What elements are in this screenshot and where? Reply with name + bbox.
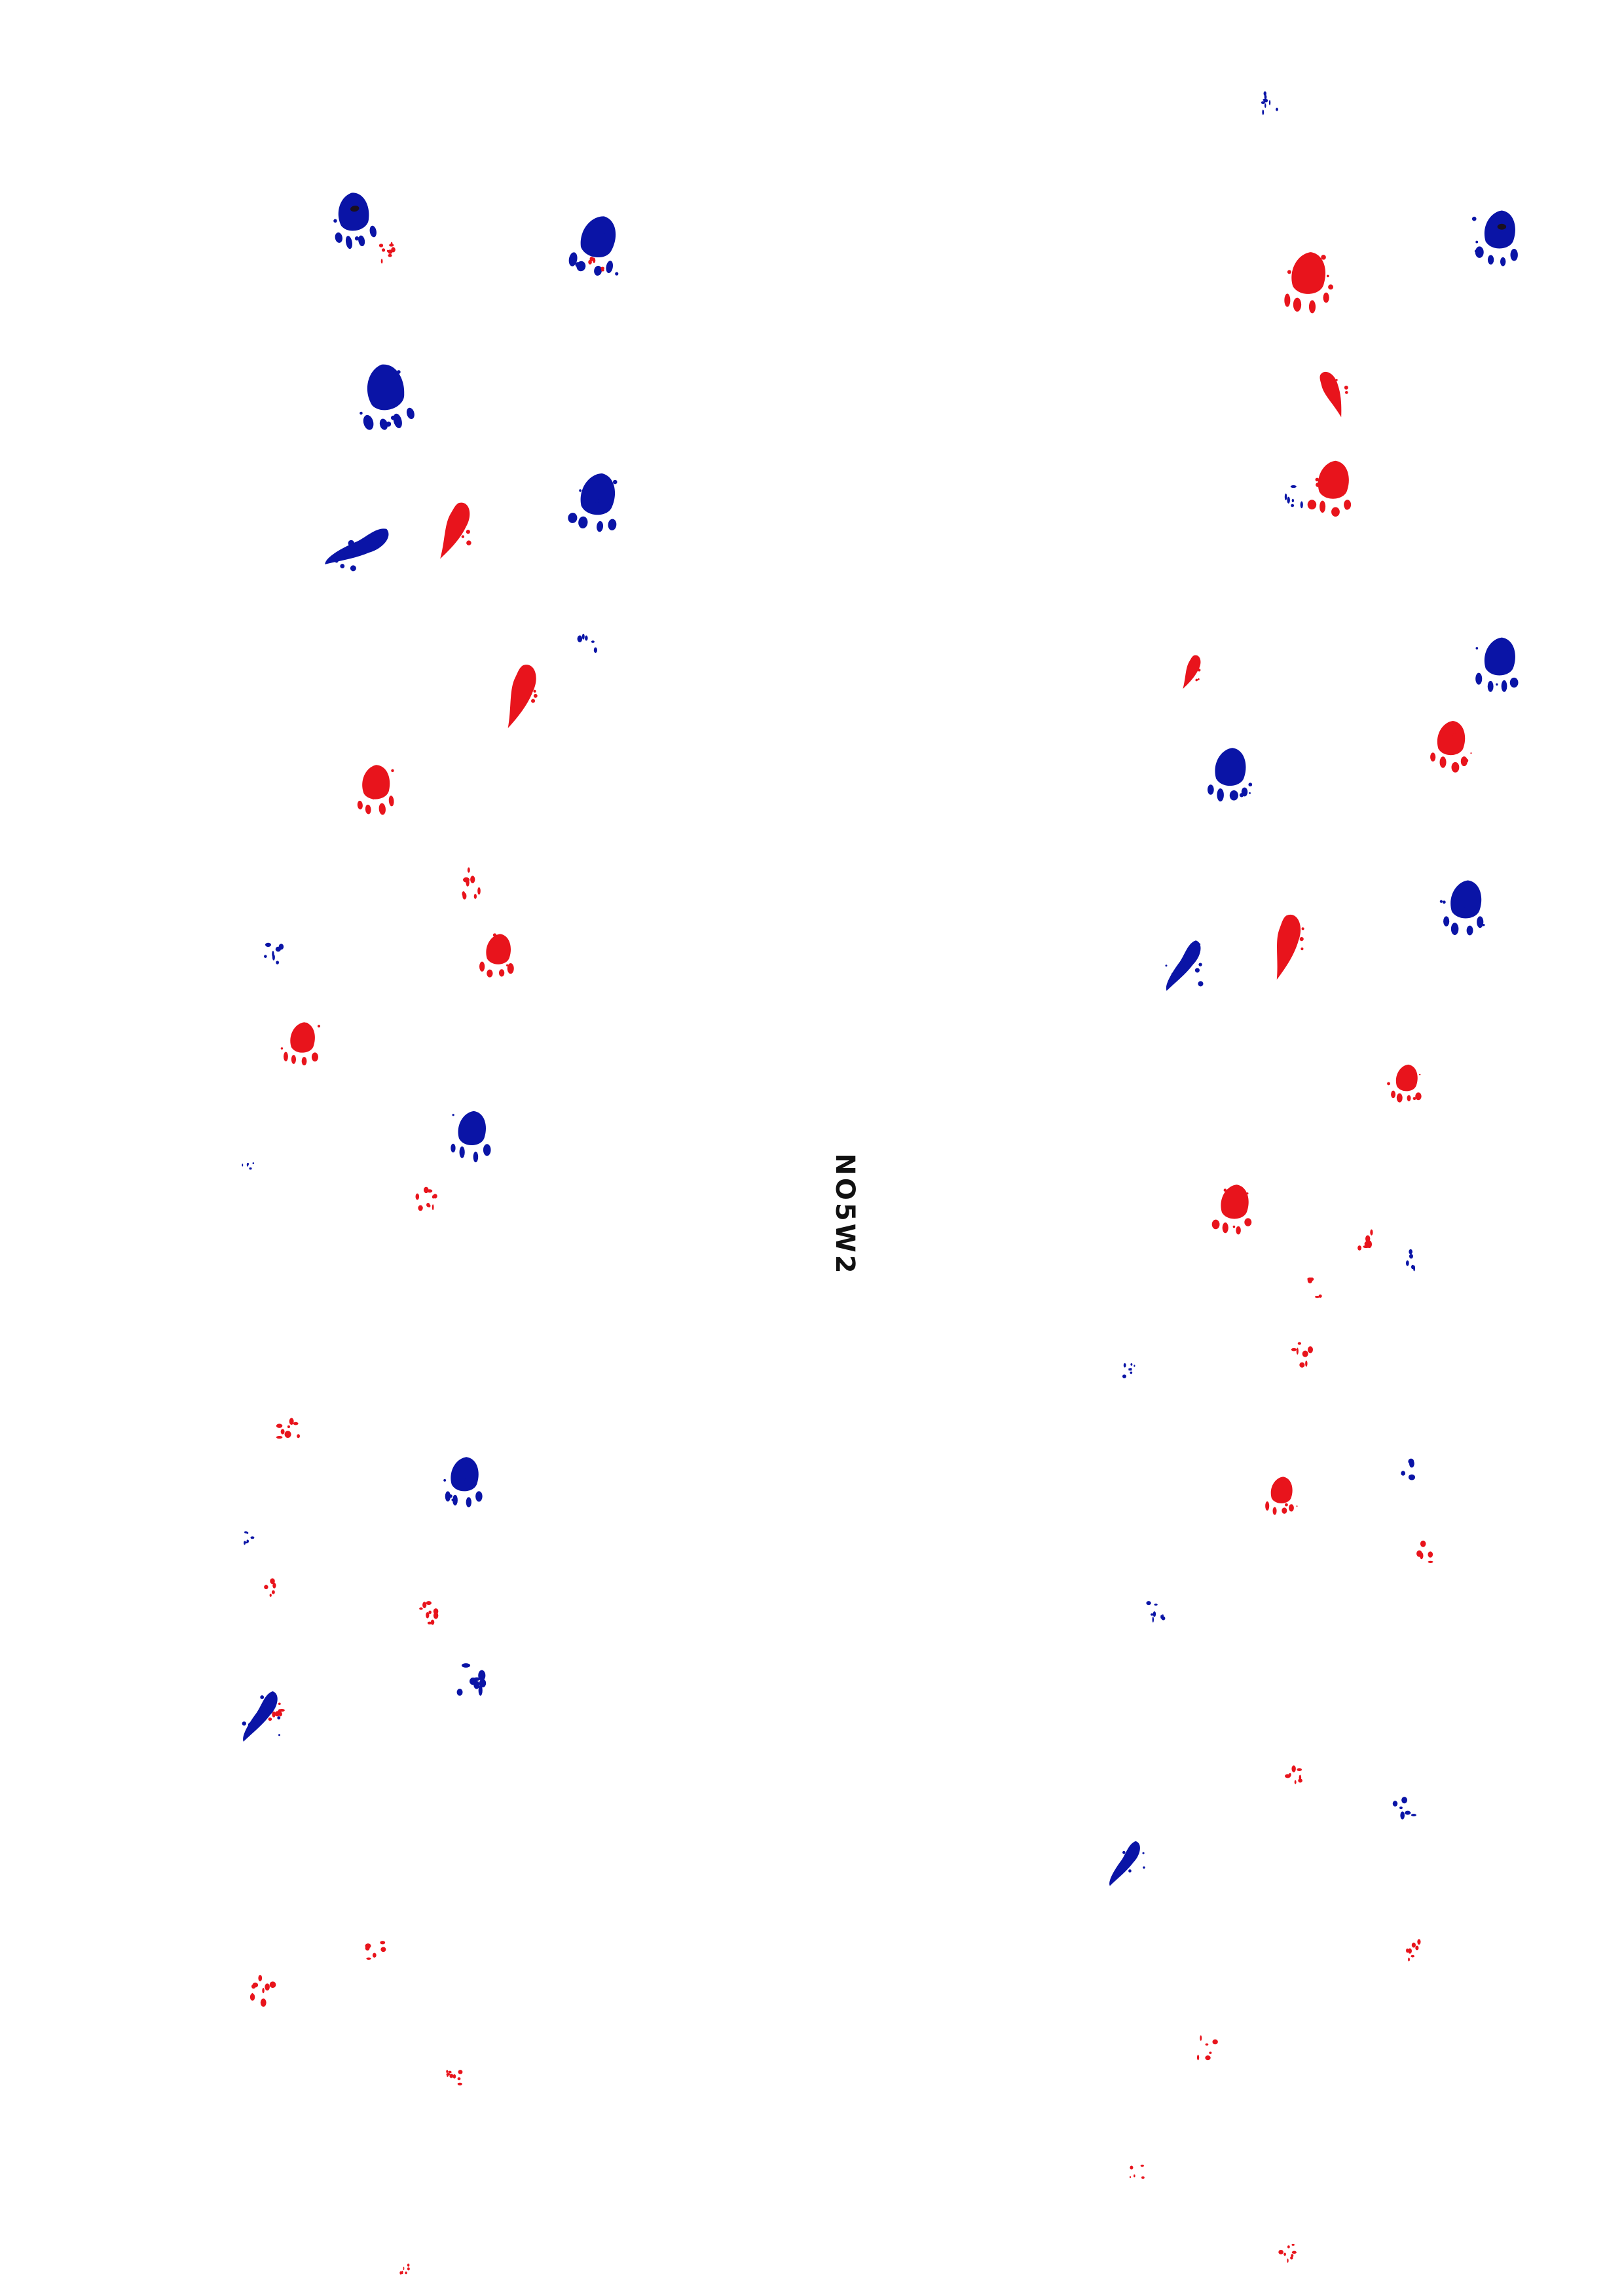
red-paint-print — [378, 242, 396, 264]
red-paint-print — [419, 1601, 439, 1625]
blue-paint-print — [1146, 1601, 1166, 1623]
blue-paint-print — [1122, 1363, 1135, 1378]
red-paint-print — [1430, 721, 1472, 773]
red-paint-print — [249, 1975, 276, 2007]
blue-paint-print — [1439, 880, 1485, 936]
blue-paint-print — [1392, 1797, 1416, 1820]
blue-paint-print — [1401, 1458, 1416, 1480]
blue-paint-print — [242, 1162, 254, 1170]
red-paint-print — [268, 1702, 285, 1721]
blue-paint-print — [1471, 210, 1518, 266]
red-paint-print — [357, 765, 394, 815]
blue-paint-print — [264, 942, 284, 964]
red-paint-print — [1211, 1184, 1252, 1235]
blue-paint-print — [1284, 485, 1303, 509]
red-paint-print — [1320, 371, 1348, 418]
blue-paint-print — [443, 1457, 483, 1508]
blue-paint-print — [242, 1691, 281, 1742]
blue-paint-print — [244, 1531, 255, 1545]
blue-paint-print — [1165, 940, 1204, 991]
red-paint-print — [1357, 1229, 1373, 1251]
red-paint-print — [1284, 252, 1334, 314]
red-paint-print — [1129, 2164, 1145, 2179]
red-paint-print — [1278, 2243, 1297, 2263]
red-paint-print — [507, 665, 538, 729]
blue-paint-print — [577, 633, 598, 653]
blue-paint-print — [1405, 1249, 1416, 1272]
red-paint-print — [479, 933, 514, 978]
red-paint-print — [1416, 1540, 1433, 1564]
blue-paint-print — [451, 1111, 491, 1163]
blue-paint-print — [1475, 637, 1519, 692]
blue-paint-print — [1208, 748, 1253, 801]
red-paint-print — [1406, 1939, 1421, 1962]
red-paint-print — [1307, 1277, 1322, 1298]
red-paint-print — [1196, 2035, 1218, 2061]
red-paint-print — [1265, 1477, 1298, 1515]
red-paint-print — [1183, 655, 1201, 689]
blue-paint-print — [325, 528, 389, 572]
red-paint-print — [399, 2264, 410, 2275]
blue-paint-print — [568, 216, 619, 276]
red-paint-print — [1276, 914, 1304, 980]
red-paint-print — [1307, 460, 1352, 517]
red-paint-print — [1291, 1342, 1313, 1368]
red-paint-print — [588, 256, 604, 272]
red-paint-print — [264, 1578, 276, 1597]
red-paint-print — [415, 1186, 437, 1211]
red-paint-print — [1387, 1064, 1422, 1103]
red-paint-print — [440, 502, 471, 559]
red-paint-print — [280, 1022, 320, 1066]
blue-paint-print — [360, 364, 415, 430]
specimen-label: NO5W2 — [830, 1153, 860, 1276]
red-paint-print — [462, 867, 481, 900]
blue-paint-print — [568, 473, 618, 532]
blue-paint-print — [333, 193, 377, 249]
red-paint-print — [365, 1941, 386, 1960]
blue-paint-print — [1109, 1841, 1145, 1886]
red-paint-print — [276, 1418, 300, 1439]
red-paint-print — [446, 2070, 463, 2085]
blue-paint-print — [1261, 91, 1278, 115]
blue-paint-print — [456, 1663, 487, 1696]
red-paint-print — [1285, 1765, 1302, 1784]
